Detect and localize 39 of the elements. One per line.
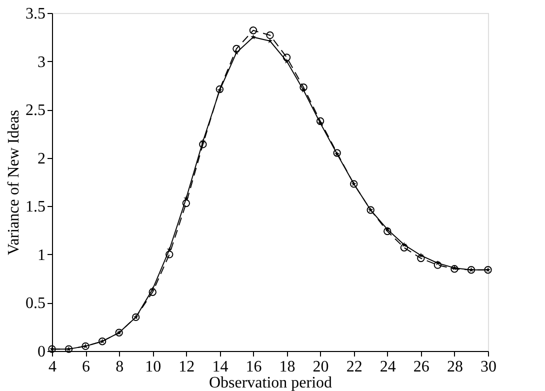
point <box>232 44 240 53</box>
y-tick-label: 1 <box>38 246 46 264</box>
point <box>316 117 324 126</box>
x-tick-label: 6 <box>82 358 90 376</box>
point <box>300 84 308 92</box>
y-tick-label: 1.5 <box>26 198 46 216</box>
x-tick-label: 12 <box>178 358 195 376</box>
x-tick-label: 18 <box>279 358 296 376</box>
x-tick-label: 14 <box>212 358 228 376</box>
y-tick-label: 3 <box>38 54 46 71</box>
point <box>199 140 207 148</box>
x-tick-label: 26 <box>413 358 430 376</box>
point <box>400 244 408 252</box>
x-tick-label: 22 <box>346 358 362 376</box>
y-tick-label: 2 <box>38 150 46 168</box>
x-tick-label: 20 <box>312 358 329 376</box>
point <box>417 254 425 262</box>
y-tick-label: 3.5 <box>26 6 46 22</box>
y-axis-title: Variance of New Ideas <box>6 110 22 256</box>
point <box>148 288 156 296</box>
y-tick-label: 0 <box>38 344 46 360</box>
point <box>166 250 174 258</box>
x-tick-label: 10 <box>145 358 162 376</box>
point <box>182 199 190 208</box>
x-tick-label: 28 <box>446 358 463 376</box>
point <box>282 54 291 62</box>
y-tick-label: 2.5 <box>26 102 46 120</box>
x-tick-label: 24 <box>380 358 396 376</box>
y-tick-label: 0.5 <box>26 295 46 312</box>
x-axis-title: Observation period <box>208 374 332 391</box>
point <box>434 261 442 269</box>
point <box>384 227 392 236</box>
x-tick-label: 8 <box>116 358 124 376</box>
point <box>266 31 274 40</box>
point <box>249 26 258 34</box>
point <box>250 34 256 40</box>
x-tick-label: 4 <box>48 358 56 376</box>
x-tick-label: 16 <box>246 358 262 376</box>
x-tick-label: 30 <box>480 358 496 376</box>
